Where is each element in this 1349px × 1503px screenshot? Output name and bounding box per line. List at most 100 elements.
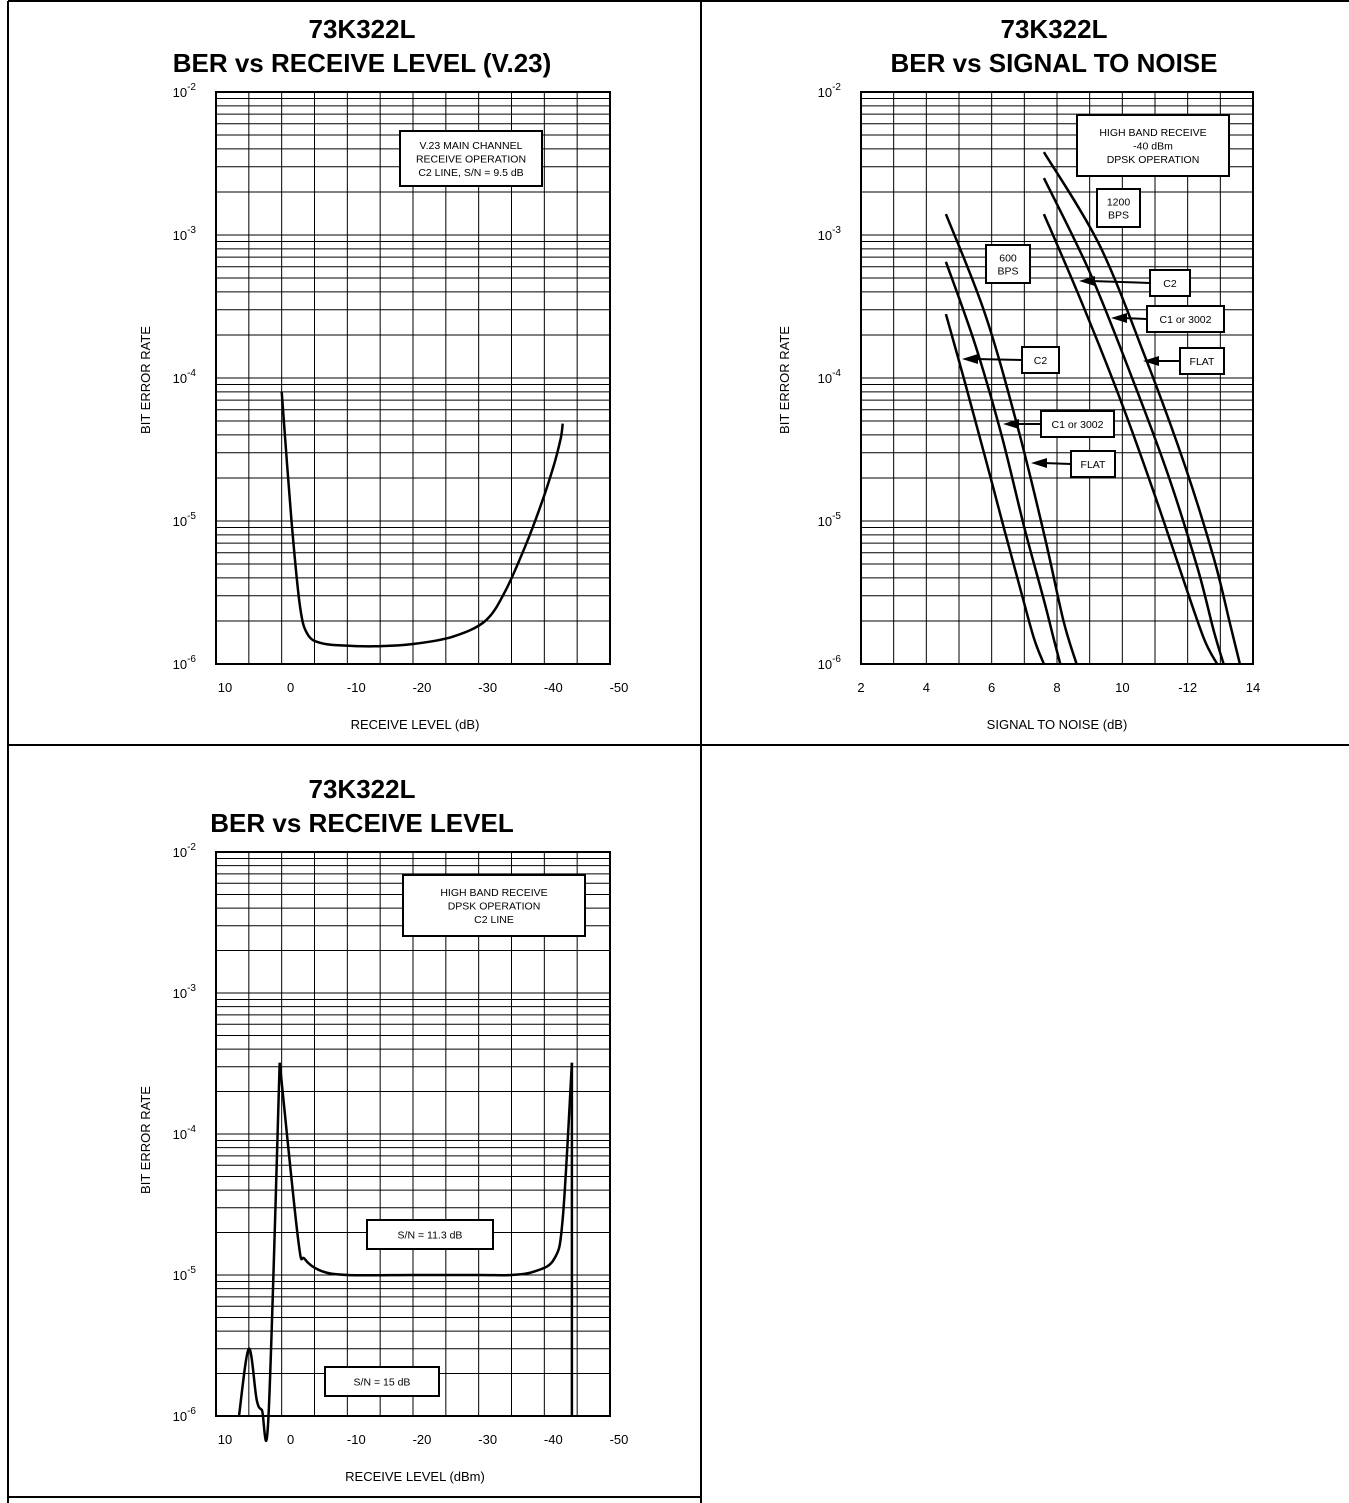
- series-line: [280, 391, 564, 648]
- annotation-text: HIGH BAND RECEIVE: [1099, 127, 1206, 139]
- annotation-arrow-head: [1079, 276, 1095, 286]
- y-axis-label: BIT ERROR RATE: [777, 326, 792, 434]
- y-tick-label: 10-3: [173, 225, 197, 243]
- x-tick-label: -30: [478, 680, 497, 695]
- annotation-box: FLAT: [1143, 347, 1225, 375]
- annotation-text: FLAT: [1190, 356, 1215, 368]
- plot-frame: [860, 91, 1254, 665]
- x-tick-label: -20: [413, 680, 432, 695]
- x-tick-label: -20: [413, 1432, 432, 1447]
- annotation-frame: [1076, 114, 1230, 177]
- annotation-frame: [985, 244, 1031, 284]
- annotation-box: C1 or 3002: [1003, 410, 1115, 438]
- y-tick-label: 10-2: [173, 82, 197, 100]
- annotation-text: C2: [1034, 355, 1048, 367]
- y-tick-label: 10-6: [173, 1406, 197, 1424]
- annotation-text: BPS: [997, 265, 1018, 277]
- chart-title-line1: 73K322L: [309, 14, 416, 44]
- y-tick-label: 10-2: [173, 842, 197, 860]
- annotation-text: C1 or 3002: [1160, 314, 1212, 326]
- x-tick-label: 14: [1246, 680, 1260, 695]
- y-tick-label: 10-4: [818, 368, 842, 386]
- y-axis-label: BIT ERROR RATE: [138, 1086, 153, 1194]
- panel-borders: [7, 0, 1349, 1503]
- annotation-text: FLAT: [1081, 459, 1106, 471]
- chart-title-line1: 73K322L: [1001, 14, 1108, 44]
- x-tick-label: 4: [923, 680, 930, 695]
- annotation-text: -40 dBm: [1133, 140, 1173, 152]
- annotation-text: DPSK OPERATION: [1107, 154, 1200, 166]
- annotation-text: BPS: [1108, 209, 1129, 221]
- x-tick-label: 10: [218, 1432, 232, 1447]
- x-tick-label: -30: [478, 1432, 497, 1447]
- series-line: [944, 313, 1046, 665]
- x-tick-label: 10: [1115, 680, 1129, 695]
- annotation-arrow-head: [1003, 419, 1019, 429]
- annotation-arrow-shaft: [973, 358, 1023, 361]
- annotation-arrow-head: [1111, 313, 1127, 323]
- annotation-frame: [1149, 269, 1191, 297]
- chart-title-line2: BER vs RECEIVE LEVEL: [210, 808, 514, 838]
- annotation-box: S/N = 15 dB: [324, 1366, 440, 1397]
- annotation-arrow-shaft: [1090, 280, 1151, 284]
- chart-ber-vs-receive-level-v23: 73K322L BER vs RECEIVE LEVEL (V.23) BIT …: [138, 14, 628, 732]
- annotation-box: C1 or 3002: [1111, 305, 1225, 333]
- y-tick-label: 10-4: [173, 1124, 197, 1142]
- x-tick-label: -10: [347, 680, 366, 695]
- y-tick-label: 10-4: [173, 368, 197, 386]
- x-tick-label: -40: [544, 1432, 563, 1447]
- y-tick-label: 10-6: [818, 654, 842, 672]
- annotation-text: HIGH BAND RECEIVE: [440, 887, 547, 899]
- annotation-text: C2 LINE, S/N = 9.5 dB: [418, 167, 523, 179]
- series-line: [944, 213, 1078, 665]
- chart-title-line1: 73K322L: [309, 774, 416, 804]
- annotation-box: FLAT: [1031, 450, 1116, 478]
- grid: [860, 92, 1254, 665]
- y-tick-label: 10-5: [173, 1265, 197, 1283]
- annotation-frame: [402, 874, 586, 937]
- annotation-frame: [1021, 346, 1060, 374]
- annotation-box: S/N = 11.3 dB: [366, 1219, 494, 1250]
- plot-frame: [215, 851, 611, 1417]
- annotation-text: S/N = 15 dB: [354, 1376, 411, 1388]
- y-tick-label: 10-2: [818, 82, 842, 100]
- x-axis-label: SIGNAL TO NOISE (dB): [987, 717, 1128, 732]
- y-tick-label: 10-6: [173, 654, 197, 672]
- y-tick-label: 10-3: [173, 983, 197, 1001]
- annotation-arrow-head: [962, 354, 978, 364]
- y-axis-label: BIT ERROR RATE: [138, 326, 153, 434]
- annotation-arrow-head: [1031, 458, 1047, 468]
- annotation-box: HIGH BAND RECEIVE-40 dBm DPSK OPERATION: [1076, 114, 1230, 177]
- chart-title-line2: BER vs RECEIVE LEVEL (V.23): [173, 48, 552, 78]
- annotation-frame: [1070, 450, 1116, 478]
- x-tick-label: 8: [1053, 680, 1060, 695]
- x-tick-label: -12: [1178, 680, 1197, 695]
- annotation-frame: [324, 1366, 440, 1397]
- series-line: [1042, 177, 1225, 665]
- x-axis-label: RECEIVE LEVEL (dBm): [345, 1469, 485, 1484]
- y-tick-label: 10-3: [818, 225, 842, 243]
- annotation-box: C2: [1079, 269, 1191, 297]
- annotation-frame: [366, 1219, 494, 1250]
- y-tick-label: 10-5: [173, 511, 197, 529]
- annotation-text: RECEIVE OPERATION: [416, 153, 526, 165]
- x-tick-label: 0: [287, 1432, 294, 1447]
- series-line: [278, 1062, 574, 1277]
- series-line: [944, 261, 1062, 665]
- x-tick-label: -50: [610, 1432, 629, 1447]
- chart-ber-vs-receive-level: 73K322L BER vs RECEIVE LEVEL BIT ERROR R…: [138, 774, 628, 1484]
- annotation-text: 1200: [1107, 196, 1131, 208]
- x-tick-label: 0: [287, 680, 294, 695]
- plot-frame: [215, 91, 611, 665]
- chart-title-line2: BER vs SIGNAL TO NOISE: [890, 48, 1217, 78]
- series-line: [237, 1062, 281, 1443]
- annotation-text: C2: [1163, 278, 1177, 290]
- annotation-text: DPSK OPERATION: [448, 900, 541, 912]
- x-tick-label: 2: [857, 680, 864, 695]
- y-tick-label: 10-5: [818, 511, 842, 529]
